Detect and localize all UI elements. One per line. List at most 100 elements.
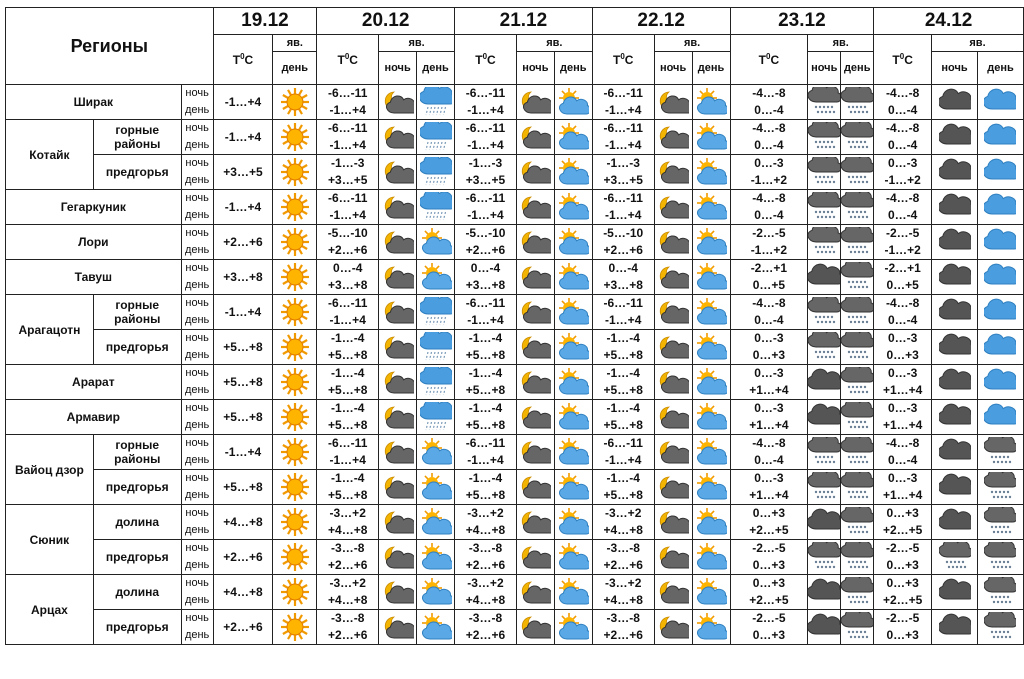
temperature-value-line: 0…+3 [886, 576, 919, 590]
degree-sup: 0 [899, 52, 905, 61]
weather-icon-cell [553, 399, 593, 435]
forecast-table: Регионы 19.12 20.12 21.12 22.12 23.12 24… [5, 7, 1024, 645]
date-header: 21.12 [454, 7, 593, 35]
moon-cloud-icon [517, 262, 553, 292]
temperature-value: -1…-4 +5…+8 [316, 469, 380, 505]
weather-icon-cell [416, 609, 456, 645]
temperature-value: 0…-3 +1…+4 [873, 364, 933, 400]
temperature-value-line: -1…-4 [468, 471, 503, 485]
weather-icon-cell [840, 154, 875, 190]
weather-icon-cell [807, 469, 842, 505]
weather-icon-cell [931, 189, 978, 225]
temperature-value: 0…-3 +1…+4 [729, 469, 809, 505]
temperature-value: -1…+4 [212, 189, 274, 225]
moon-cloud-icon [655, 262, 691, 292]
temperature-value-line: -3…+2 [467, 506, 504, 520]
sun-cloud-icon [693, 192, 729, 222]
temperature-value: -3…-8 +2…+6 [316, 539, 380, 575]
temperature-value-line: -2…-5 [752, 541, 786, 555]
temperature-value-line: -1…+4 [467, 103, 504, 117]
sun-icon [274, 87, 316, 117]
weather-icon-cell [840, 84, 875, 120]
table-row: предгорья ночь день +3…+5 -1…-3 +3…+5 -1…-3 +3…… [6, 154, 1024, 190]
weather-icon-cell [931, 609, 978, 645]
cloud-snow-icon [978, 507, 1022, 537]
weather-icon-cell [378, 294, 418, 330]
weather-icon-cell [807, 119, 842, 155]
weather-icon-cell [515, 294, 555, 330]
table-row: предгорья ночь день +2…+6 -3…-8 +2…+6 -3…-8 +2…… [6, 539, 1024, 575]
weather-icon-cell [553, 84, 593, 120]
temperature-value-line: +2…+6 [465, 628, 506, 642]
weather-icon-cell [976, 189, 1024, 225]
sun-cloud-icon [693, 612, 729, 642]
weather-icon-cell [931, 504, 978, 540]
sun-cloud-icon [693, 262, 729, 292]
night-day-label-line: день [184, 524, 210, 536]
temperature-value: +3…+8 [212, 259, 274, 295]
moon-cloud-icon [517, 87, 553, 117]
moon-cloud-icon [517, 612, 553, 642]
temperature-header: T0C [873, 34, 933, 85]
temperature-value-line: +3…+5 [465, 173, 506, 187]
temperature-value: -4…-8 0…-4 [729, 434, 809, 470]
temperature-value-line: -4…-8 [752, 436, 786, 450]
cloud-snow-icon [808, 122, 840, 152]
sun-icon [274, 122, 316, 152]
sun-cloud-icon [555, 507, 591, 537]
weather-icon-cell [378, 119, 418, 155]
night-day-label-line: ночь [185, 122, 209, 134]
temperature-value: -1…-4 +5…+8 [316, 364, 380, 400]
date-header: 20.12 [316, 7, 456, 35]
temperature-value-line: 0…-4 [887, 453, 918, 467]
moon-cloud-icon [517, 122, 553, 152]
temperature-value-line: 0…+3 [886, 506, 919, 520]
weather-icon-cell [976, 119, 1024, 155]
temperature-value: -2…-5 0…+3 [729, 609, 809, 645]
table-row: Вайоц дзор горные районы ночь день -1…+4 -6…-… [5, 434, 1024, 505]
yav-header: яв. [515, 34, 593, 52]
temperature-value-line: -6…-11 [328, 436, 368, 450]
temperature-value: -1…-4 +5…+8 [454, 329, 517, 365]
night-day-label-line: ночь [185, 437, 209, 449]
weather-icon-cell [691, 434, 731, 470]
temperature-value-line: -6…-11 [328, 296, 368, 310]
temperature-header: T0C [591, 34, 655, 85]
temperature-value-line: -1…+2 [884, 173, 921, 187]
temperature-value: 0…+3 +2…+5 [729, 574, 809, 610]
sun-cloud-icon [418, 542, 454, 572]
weather-icon-cell [840, 189, 875, 225]
cloud-snow-icon [808, 297, 840, 327]
weather-icon-cell [416, 574, 456, 610]
temperature-value-line: -3…-8 [606, 611, 640, 625]
weather-icon-cell [976, 84, 1024, 120]
dark-cloud-icon [933, 367, 977, 397]
temperature-value-line: +2…+6 [328, 243, 368, 257]
region-name: Арцах [5, 574, 94, 645]
weather-icon-cell [416, 504, 456, 540]
cloud-rain-icon [418, 157, 454, 187]
weather-icon-cell [976, 154, 1024, 190]
temperature-value: -1…-3 +3…+5 [316, 154, 380, 190]
temperature-value-line: +5…+8 [328, 383, 368, 397]
weather-icon-cell [691, 504, 731, 540]
night-day-label: ночь день [180, 399, 214, 435]
temperature-value-line: 0…-3 [754, 156, 784, 170]
night-day-label-line: день [184, 209, 210, 221]
temperature-value: 0…+3 +2…+5 [873, 574, 933, 610]
weather-icon-cell [691, 539, 731, 575]
weather-icon-cell [553, 154, 593, 190]
moon-cloud-icon [380, 262, 416, 292]
temperature-value-line: -1…-4 [468, 401, 503, 415]
sun-cloud-icon [418, 472, 454, 502]
weather-icon-cell [653, 294, 693, 330]
moon-cloud-icon [517, 577, 553, 607]
night-day-label-line: день [184, 419, 210, 431]
sun-icon [274, 507, 316, 537]
moon-cloud-icon [517, 332, 553, 362]
temp-unit: C [904, 53, 913, 67]
cloud-rain-icon [418, 332, 454, 362]
moon-cloud-icon [517, 227, 553, 257]
temperature-value: -4…-8 0…-4 [873, 294, 933, 330]
temperature-value-line: +4…+8 [465, 593, 506, 607]
